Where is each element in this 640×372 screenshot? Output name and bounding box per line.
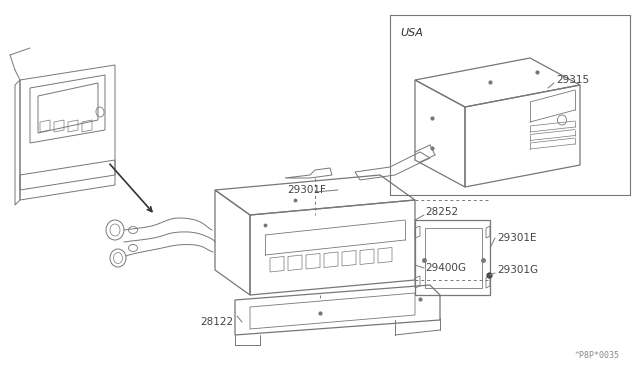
Text: 29400G: 29400G bbox=[425, 263, 466, 273]
Text: 28122: 28122 bbox=[200, 317, 233, 327]
Text: 29315: 29315 bbox=[556, 75, 589, 85]
Text: 29301E: 29301E bbox=[497, 233, 536, 243]
Text: ^P8P*0035: ^P8P*0035 bbox=[575, 351, 620, 360]
Text: USA: USA bbox=[400, 28, 423, 38]
Text: 29301G: 29301G bbox=[497, 265, 538, 275]
Text: 29301F: 29301F bbox=[287, 185, 326, 195]
Text: 28252: 28252 bbox=[425, 207, 458, 217]
